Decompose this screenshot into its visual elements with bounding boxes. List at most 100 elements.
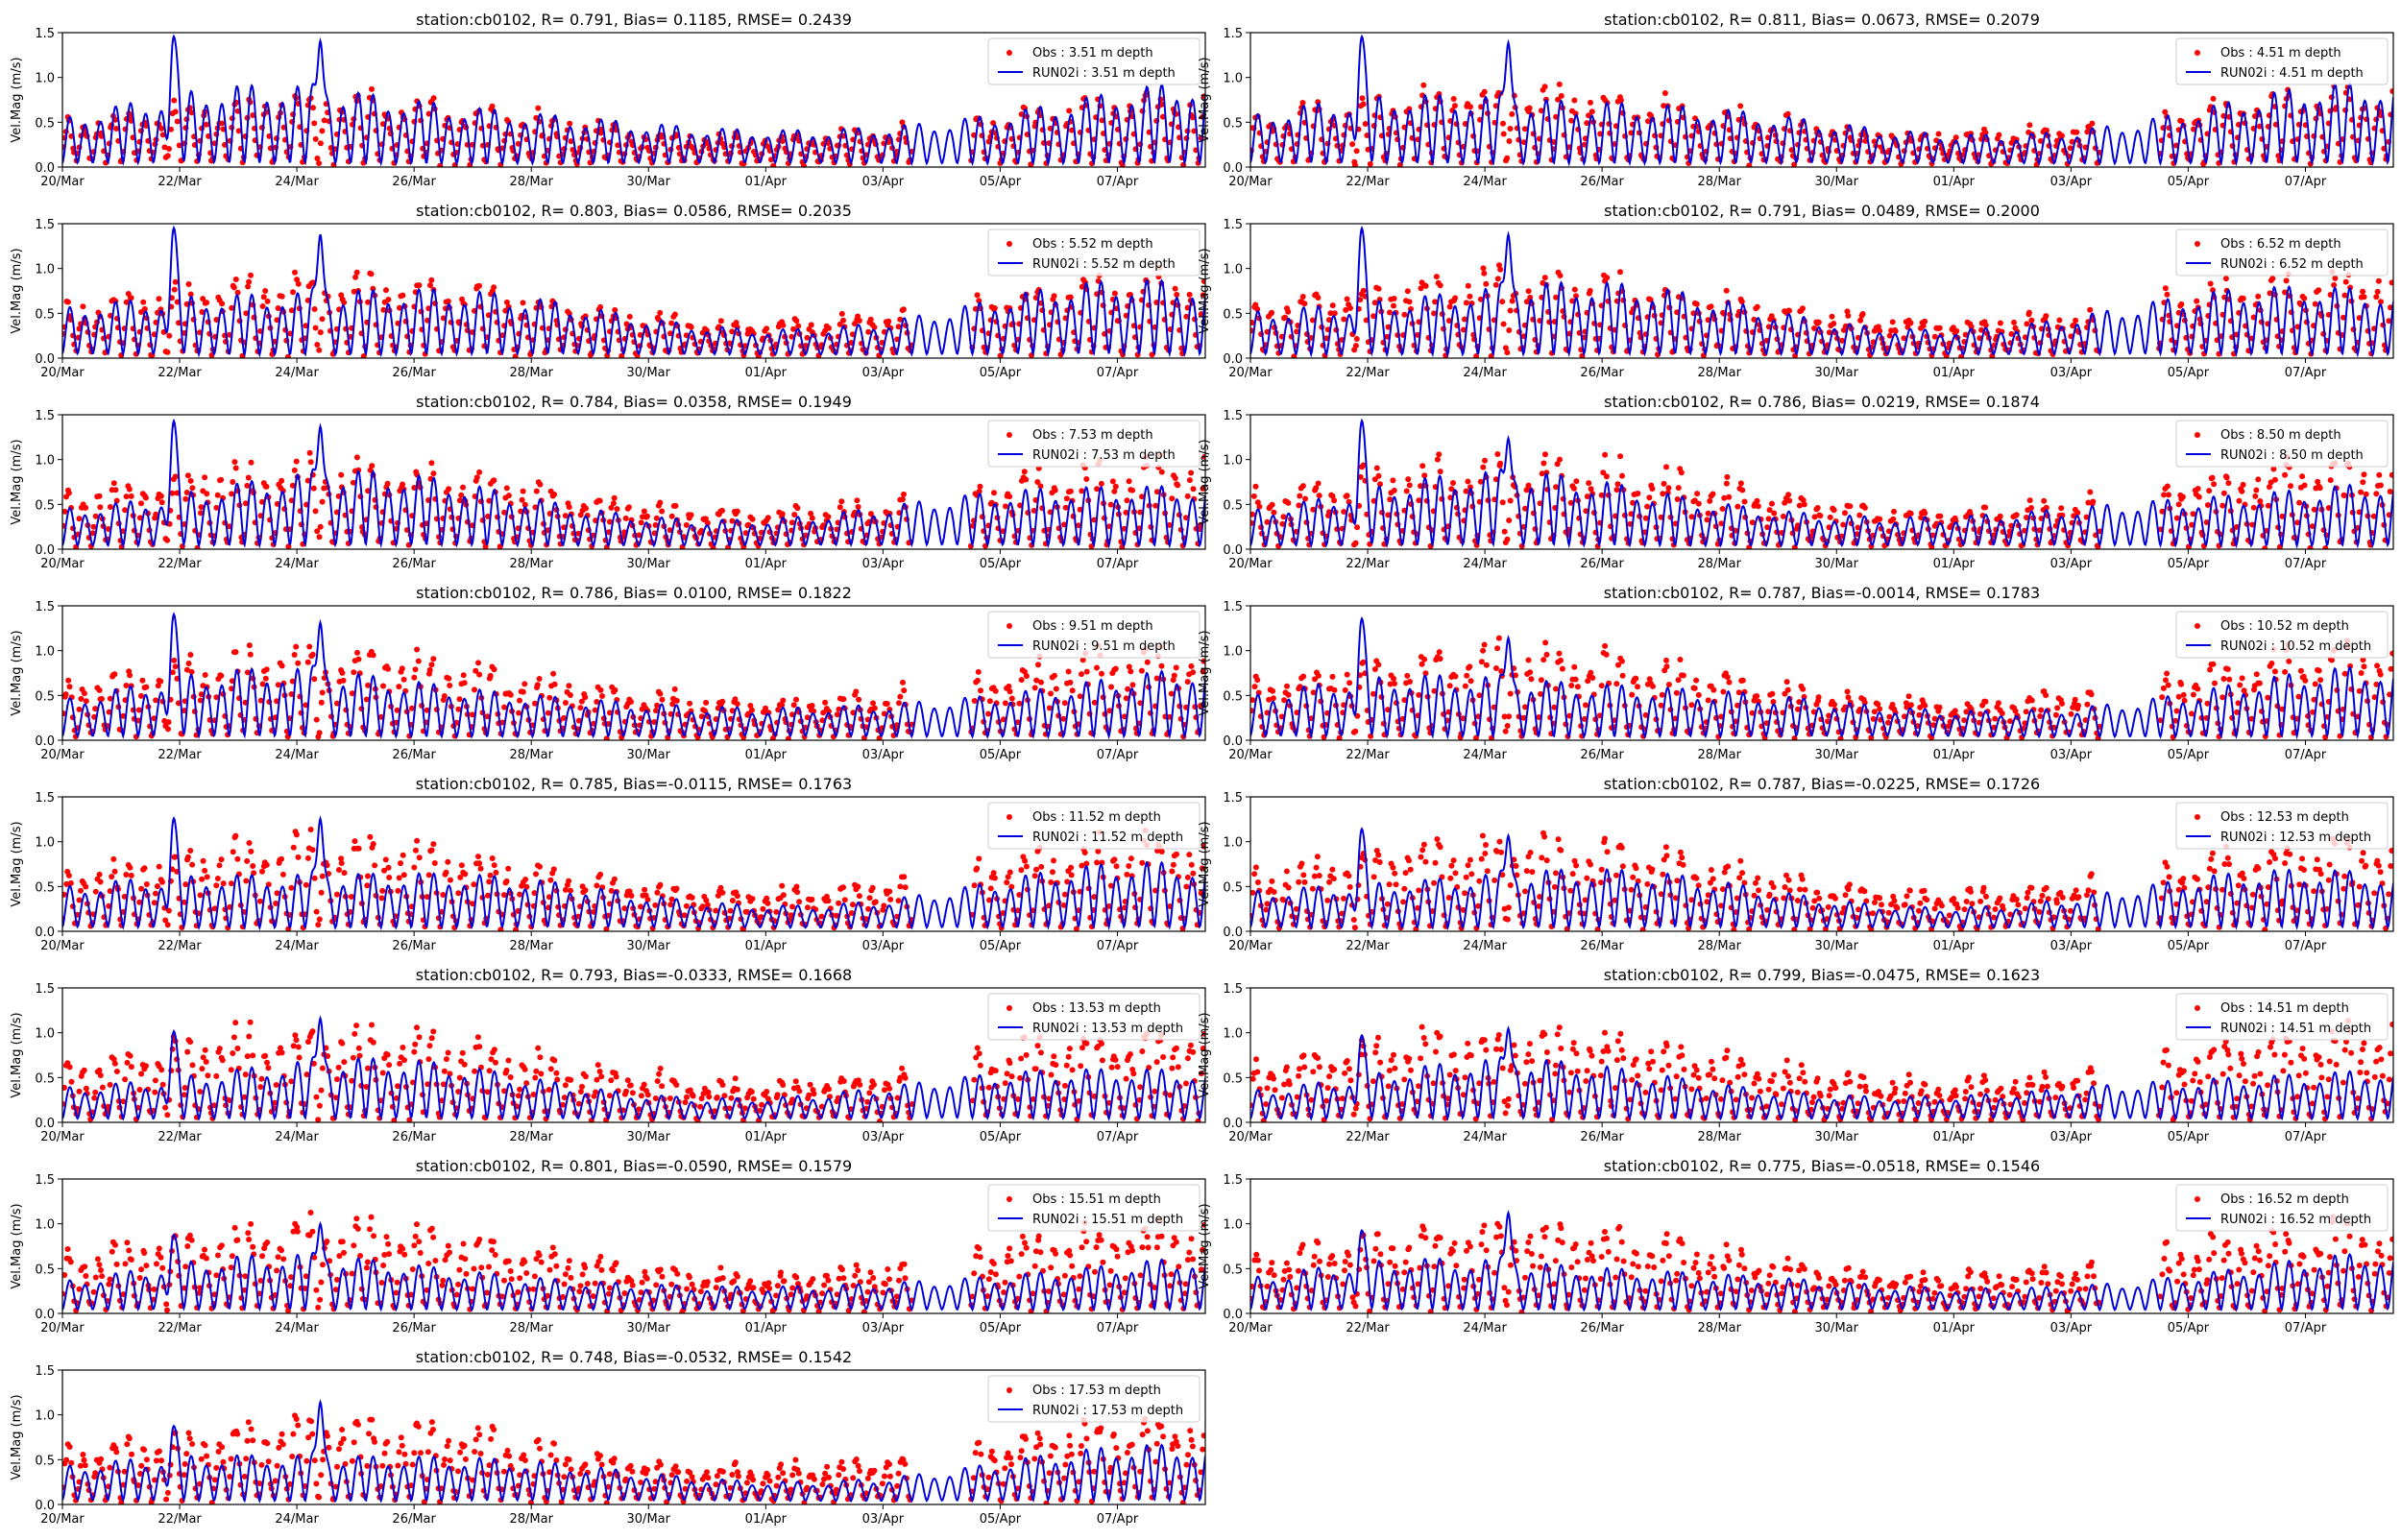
legend-model-label: RUN02i : 7.53 m depth [1032,448,1176,463]
obs-point [1270,502,1275,508]
obs-point [1890,319,1896,325]
obs-point [2225,480,2231,486]
obs-point [660,697,666,703]
obs-point [1347,305,1353,311]
obs-point [810,516,815,521]
obs-point [158,493,164,499]
obs-point [84,698,89,704]
obs-point [627,314,633,320]
obs-point [310,652,316,658]
y-axis-label: Vel.Mag (m/s) [10,630,24,715]
obs-point [546,695,552,701]
obs-point [672,312,678,318]
obs-point [296,281,302,287]
obs-point [261,294,267,300]
subplot-title: station:cb0102, R= 0.811, Bias= 0.0673, … [1604,11,2040,29]
obs-point [1739,488,1745,493]
obs-point [428,460,434,466]
obs-point [490,104,496,109]
obs-point [1706,511,1711,517]
obs-point [1501,322,1507,327]
y-tick-label: 0.5 [1223,307,1243,322]
obs-point [1108,685,1114,690]
x-tick-label: 01/Apr [745,366,788,380]
obs-point [567,504,572,510]
obs-point [1174,664,1179,670]
obs-point [1785,111,1791,117]
obs-point [598,687,604,693]
obs-point [1724,474,1730,480]
obs-point [1062,700,1068,706]
obs-point [868,317,874,323]
obs-point [292,270,298,276]
x-tick-label: 03/Apr [862,557,905,571]
obs-point [993,688,999,694]
obs-point [2252,493,2258,499]
obs-point [164,349,170,355]
obs-point [1602,452,1608,458]
obs-point [124,683,130,688]
x-tick-label: 20/Mar [1228,175,1273,189]
obs-point [1452,103,1458,108]
obs-point [2089,121,2095,127]
obs-point [1172,673,1177,679]
obs-point [475,660,481,665]
obs-point [292,652,298,658]
obs-point [2163,285,2169,291]
obs-point [1251,493,1257,499]
obs-point [1353,541,1359,546]
obs-point [338,472,344,478]
obs-point [1996,132,2001,138]
obs-point [1500,499,1506,505]
obs-point [2376,278,2382,284]
obs-point [987,698,993,704]
x-tick-label: 07/Apr [1097,557,1139,571]
x-tick-label: 05/Apr [980,557,1022,571]
obs-point [2056,318,2062,324]
y-tick-label: 1.0 [35,645,55,660]
obs-point [1504,349,1510,355]
obs-point [460,485,466,491]
obs-point [780,698,786,704]
obs-point [2237,498,2243,504]
y-axis-label: Vel.Mag (m/s) [1198,439,1212,524]
obs-point [735,509,740,515]
obs-point [1766,516,1772,521]
obs-point [1877,517,1882,522]
x-tick-label: 01/Apr [1933,366,1976,380]
obs-point [550,671,556,677]
obs-point [1113,666,1119,672]
obs-point [1032,685,1038,690]
x-tick-label: 26/Mar [1580,175,1624,189]
obs-point [1286,692,1292,698]
obs-point [516,710,521,716]
obs-point [673,503,679,509]
obs-point [2255,294,2261,300]
obs-point [1064,495,1070,501]
obs-point [2074,130,2079,135]
obs-point [1405,476,1411,482]
obs-point [295,661,301,666]
obs-point [1173,286,1178,292]
obs-point [1052,673,1057,679]
x-tick-label: 22/Mar [158,175,202,189]
x-tick-label: 24/Mar [275,748,319,762]
obs-point [1315,295,1321,301]
obs-point [521,689,526,695]
obs-point [235,290,241,296]
legend-model-label: RUN02i : 8.50 m depth [2220,448,2364,463]
obs-point [1111,489,1117,494]
obs-point [1510,299,1516,304]
obs-point [173,663,179,669]
obs-point [1451,96,1457,102]
obs-point [2178,301,2184,307]
obs-point [1953,328,1959,334]
obs-point [976,669,982,675]
obs-point [204,300,209,305]
obs-point [1270,688,1275,694]
obs-point [809,322,814,327]
x-tick-label: 03/Apr [862,366,905,380]
obs-point [1271,695,1276,701]
obs-point [401,677,407,683]
x-tick-label: 22/Mar [1346,175,1390,189]
